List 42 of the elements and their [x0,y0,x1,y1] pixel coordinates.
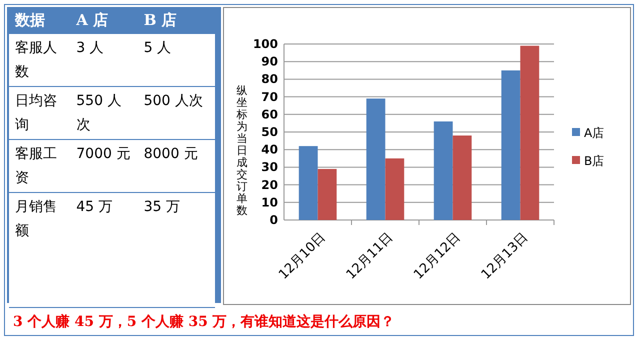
y-tick-label: 70 [261,90,278,104]
text: 纵坐标为当日成交订单数 [236,84,248,217]
y-tick-label: 80 [261,72,278,86]
text: 35 万 [138,192,215,308]
y-tick-label: 100 [252,37,278,51]
y-tick-label: 50 [261,125,278,139]
y-tick-label: 30 [261,160,278,174]
x-tick-label: 12月11日 [344,230,396,283]
y-tick-label: 0 [270,213,278,227]
text: 月销售额 [9,192,70,308]
text: 3 个人赚 45 万，5 个人赚 35 万，有谁知道这是什么原因？ [13,313,395,331]
legend-label: A店 [584,126,604,140]
x-tick-label: 12月10日 [276,230,329,283]
y-tick-label: 40 [261,142,278,157]
x-tick-label: 12月12日 [411,230,464,283]
bar [318,168,337,220]
text: 45 万 [70,192,138,308]
text: 3 人 [70,34,138,86]
legend-label: B店 [584,154,604,168]
text: 7000 元 [70,140,138,192]
text: 8000 元 [138,140,215,192]
text: 5 人 [138,34,215,86]
text: 日均咨询 [9,86,70,140]
y-tick-label: 20 [261,178,278,192]
text: 550 人次 [70,86,138,140]
y-tick-label: 60 [261,107,278,122]
text: 客服人数 [9,34,70,86]
bar [298,146,318,220]
bar [434,121,453,220]
y-tick-label: 90 [261,54,278,69]
bar [385,158,404,220]
text: 500 人次 [138,86,215,140]
y-tick-label: 10 [261,195,278,210]
category-label: B 店 [138,7,215,34]
bar [520,46,540,220]
bar [501,70,520,220]
bar [366,98,386,220]
text: 客服工资 [9,140,70,192]
bar [452,136,472,220]
category-label: A 店 [70,7,138,34]
x-tick-label: 12月13日 [478,230,532,283]
category-label: 数据 [9,7,70,34]
